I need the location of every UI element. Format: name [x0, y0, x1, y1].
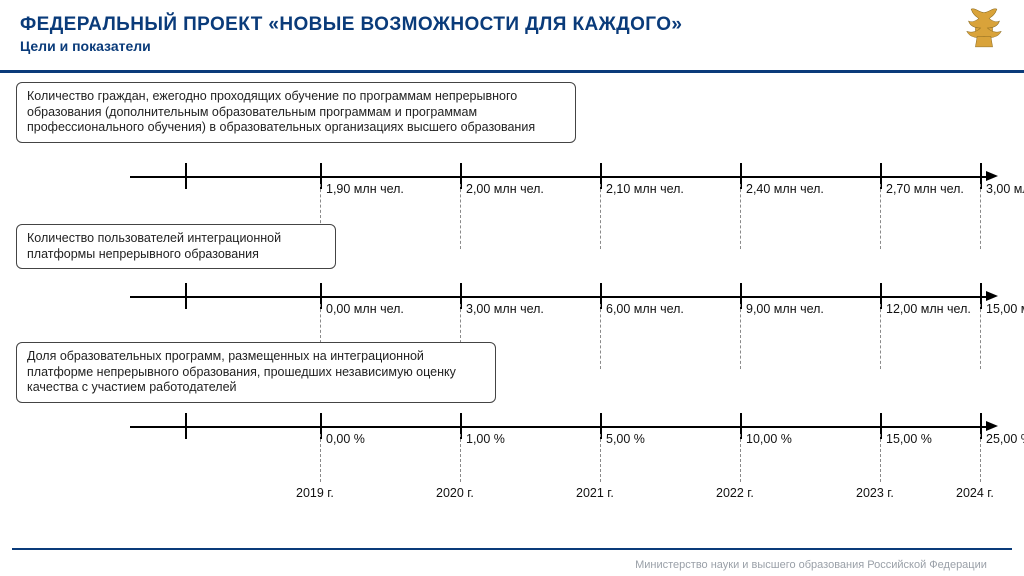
- timeline: [130, 285, 1000, 307]
- dash-line: [600, 304, 601, 369]
- dash-line: [880, 434, 881, 482]
- value-label: 0,00 %: [326, 432, 365, 446]
- dash-line: [980, 434, 981, 482]
- footer-divider: [12, 548, 1012, 550]
- dash-line: [460, 184, 461, 249]
- arrow-right-icon: [986, 419, 1000, 433]
- value-label: 6,00 млн чел.: [606, 302, 684, 316]
- year-label: 2020 г.: [436, 486, 474, 500]
- arrow-right-icon: [986, 169, 1000, 183]
- value-label: 25,00 %: [986, 432, 1024, 446]
- value-label: 9,00 млн чел.: [746, 302, 824, 316]
- dash-line: [600, 184, 601, 249]
- header: ФЕДЕРАЛЬНЫЙ ПРОЕКТ «НОВЫЕ ВОЗМОЖНОСТИ ДЛ…: [0, 0, 1024, 60]
- tick: [185, 283, 187, 309]
- tick: [185, 163, 187, 189]
- value-label: 15,00 %: [886, 432, 932, 446]
- tick: [185, 413, 187, 439]
- dash-line: [980, 184, 981, 249]
- dash-line: [740, 434, 741, 482]
- dash-line: [980, 304, 981, 369]
- dash-line: [460, 434, 461, 482]
- content-area: Количество граждан, ежегодно проходящих …: [0, 74, 1024, 534]
- value-label: 1,90 млн чел.: [326, 182, 404, 196]
- indicator-desc: Доля образовательных программ, размещенн…: [16, 342, 496, 403]
- emblem-icon: [958, 4, 1010, 52]
- header-divider: [0, 70, 1024, 73]
- dash-line: [740, 184, 741, 249]
- timeline: [130, 165, 1000, 187]
- page-subtitle: Цели и показатели: [20, 38, 1004, 54]
- value-label: 2,40 млн чел.: [746, 182, 824, 196]
- value-label: 2,70 млн чел.: [886, 182, 964, 196]
- year-label: 2024 г.: [956, 486, 994, 500]
- value-label: 3,00 млн чел.: [986, 182, 1024, 196]
- year-label: 2021 г.: [576, 486, 614, 500]
- dash-line: [600, 434, 601, 482]
- value-label: 5,00 %: [606, 432, 645, 446]
- value-label: 0,00 млн чел.: [326, 302, 404, 316]
- year-label: 2022 г.: [716, 486, 754, 500]
- value-label: 2,10 млн чел.: [606, 182, 684, 196]
- year-label: 2019 г.: [296, 486, 334, 500]
- value-label: 3,00 млн чел.: [466, 302, 544, 316]
- value-label: 10,00 %: [746, 432, 792, 446]
- page-title: ФЕДЕРАЛЬНЫЙ ПРОЕКТ «НОВЫЕ ВОЗМОЖНОСТИ ДЛ…: [20, 14, 1004, 36]
- year-label: 2023 г.: [856, 486, 894, 500]
- value-label: 2,00 млн чел.: [466, 182, 544, 196]
- value-label: 15,00 млн чел.: [986, 302, 1024, 316]
- indicator-desc: Количество пользователей интеграционной …: [16, 224, 336, 269]
- dash-line: [880, 304, 881, 369]
- dash-line: [320, 434, 321, 482]
- indicator-desc: Количество граждан, ежегодно проходящих …: [16, 82, 576, 143]
- timeline: [130, 415, 1000, 437]
- value-label: 12,00 млн чел.: [886, 302, 971, 316]
- value-label: 1,00 %: [466, 432, 505, 446]
- footer-text: Министерство науки и высшего образования…: [616, 559, 1006, 572]
- arrow-right-icon: [986, 289, 1000, 303]
- dash-line: [880, 184, 881, 249]
- dash-line: [740, 304, 741, 369]
